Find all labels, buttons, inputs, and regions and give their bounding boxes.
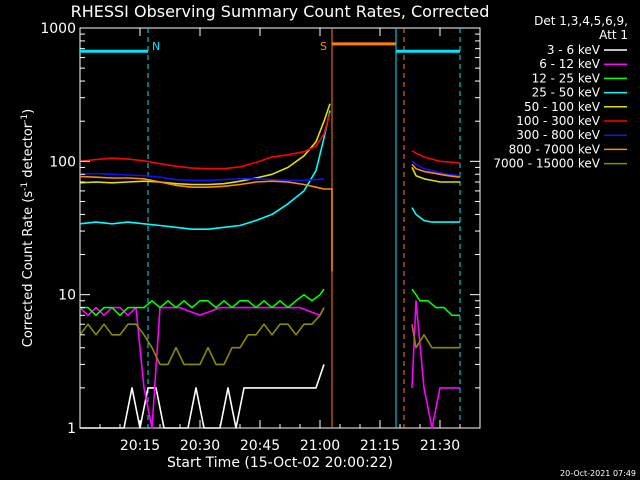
x-tick-label: 21:00: [300, 438, 340, 454]
legend-label: 6 - 12 keV: [539, 57, 601, 71]
series-line: [79, 172, 325, 182]
series-0: [80, 364, 325, 429]
x-tick-label: 20:30: [180, 438, 220, 454]
chart-title: RHESSI Observing Summary Count Rates, Co…: [71, 2, 490, 21]
series-line: [411, 207, 460, 223]
x-tick-label: 20:45: [240, 438, 280, 454]
series-line: [79, 307, 325, 366]
y-axis-label-end: ): [21, 109, 36, 114]
legend-header-line-2: Att 1: [599, 28, 628, 42]
series-6: [79, 160, 461, 182]
y-tick-label: 10: [58, 288, 76, 304]
series-line: [80, 288, 325, 317]
x-tick-label: 21:15: [360, 438, 400, 454]
series-line: [411, 150, 461, 164]
y-axis-label: Corrected Count Rate (s-1 detector-1): [20, 109, 36, 347]
legend-label: 7000 - 15000 keV: [493, 157, 600, 171]
legend-label: 800 - 7000 keV: [509, 142, 601, 156]
series-4: [79, 103, 460, 186]
legend-label: 50 - 100 keV: [524, 100, 601, 114]
series-line: [411, 160, 461, 177]
x-axis: 20:15 20:30 20:45 21:00 21:15 21:30: [79, 28, 481, 454]
series-7: [79, 163, 461, 272]
series-line: [411, 324, 460, 349]
series-line: [79, 112, 331, 170]
legend-label: 300 - 800 keV: [516, 128, 600, 142]
footer-timestamp: 20-Oct-2021 07:49: [560, 469, 636, 478]
y-axis-label-sup1: -1: [20, 182, 30, 191]
y-axis-label-mid: detector: [21, 122, 36, 182]
series-8: [79, 307, 460, 366]
series-line: [80, 364, 325, 429]
y-axis: 1 10 100 1000: [40, 21, 480, 437]
x-tick-label: 20:15: [120, 438, 160, 454]
series-3: [79, 110, 460, 230]
legend-label: 3 - 6 keV: [547, 43, 601, 57]
series-line: [411, 299, 460, 429]
series-layer: [79, 103, 461, 429]
series-2: [80, 288, 460, 317]
series-line: [411, 288, 460, 317]
series-1: [79, 299, 460, 429]
series-line: [411, 163, 461, 178]
legend-label: 25 - 50 keV: [532, 86, 601, 100]
event-marker-label: S: [320, 40, 327, 53]
event-marker-label: N: [152, 40, 160, 53]
reference-lines: [80, 28, 461, 428]
series-5: [79, 112, 461, 170]
legend-label: 12 - 25 keV: [532, 71, 601, 85]
y-axis-label-sup2: -1: [20, 114, 30, 123]
legend-header-line-1: Det 1,3,4,5,6,9,: [534, 14, 628, 28]
y-tick-label: 1: [67, 421, 76, 437]
legend-label: 100 - 300 keV: [516, 114, 600, 128]
y-axis-label-main: Corrected Count Rate (s: [21, 191, 36, 348]
series-line: [79, 306, 325, 429]
x-tick-label: 21:30: [420, 438, 460, 454]
series-line: [79, 110, 331, 230]
x-axis-label: Start Time (15-Oct-02 20:00:22): [167, 455, 393, 471]
series-line: [411, 167, 460, 183]
series-line: [79, 175, 333, 272]
y-tick-label: 1000: [40, 21, 76, 37]
series-line: [79, 103, 331, 186]
y-tick-label: 100: [49, 154, 76, 170]
